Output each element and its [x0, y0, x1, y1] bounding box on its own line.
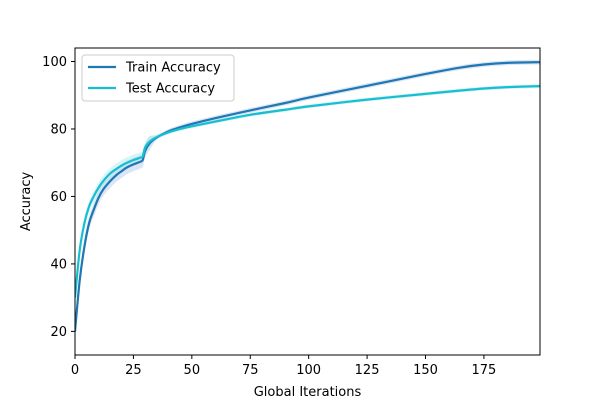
plot-frame [74, 47, 541, 356]
x-tick-label: 100 [296, 363, 321, 378]
series-lines [75, 61, 540, 332]
legend-entry-label: Test Accuracy [125, 82, 215, 97]
x-tick-label: 125 [355, 363, 380, 378]
x-tick-label: 175 [472, 363, 497, 378]
legend-box [81, 54, 235, 102]
test-accuracy-band [75, 84, 540, 304]
train-accuracy-band [75, 59, 540, 339]
y-tick-label: 80 [50, 122, 67, 137]
y-axis-label: Accuracy [19, 172, 34, 232]
y-tick-label: 60 [50, 190, 67, 205]
legend: Train Accuracy Test Accuracy [81, 54, 235, 102]
x-tick-label: 75 [242, 363, 259, 378]
x-tick-label: 25 [125, 363, 142, 378]
y-axis-ticks: 20 40 60 80 100 [42, 55, 75, 340]
legend-entry-label: Train Accuracy [125, 61, 221, 76]
y-tick-label: 100 [42, 55, 67, 70]
y-tick-label: 20 [50, 325, 67, 340]
y-tick-label: 40 [50, 257, 67, 272]
x-tick-label: 50 [184, 363, 201, 378]
x-tick-label: 0 [71, 363, 79, 378]
x-axis-ticks: 0 25 50 75 100 125 150 175 [71, 355, 496, 378]
test-accuracy-line [75, 85, 540, 298]
confidence-bands [75, 59, 540, 339]
x-tick-label: 150 [413, 363, 438, 378]
x-axis-label: Global Iterations [254, 385, 362, 400]
train-accuracy-line [75, 61, 540, 332]
